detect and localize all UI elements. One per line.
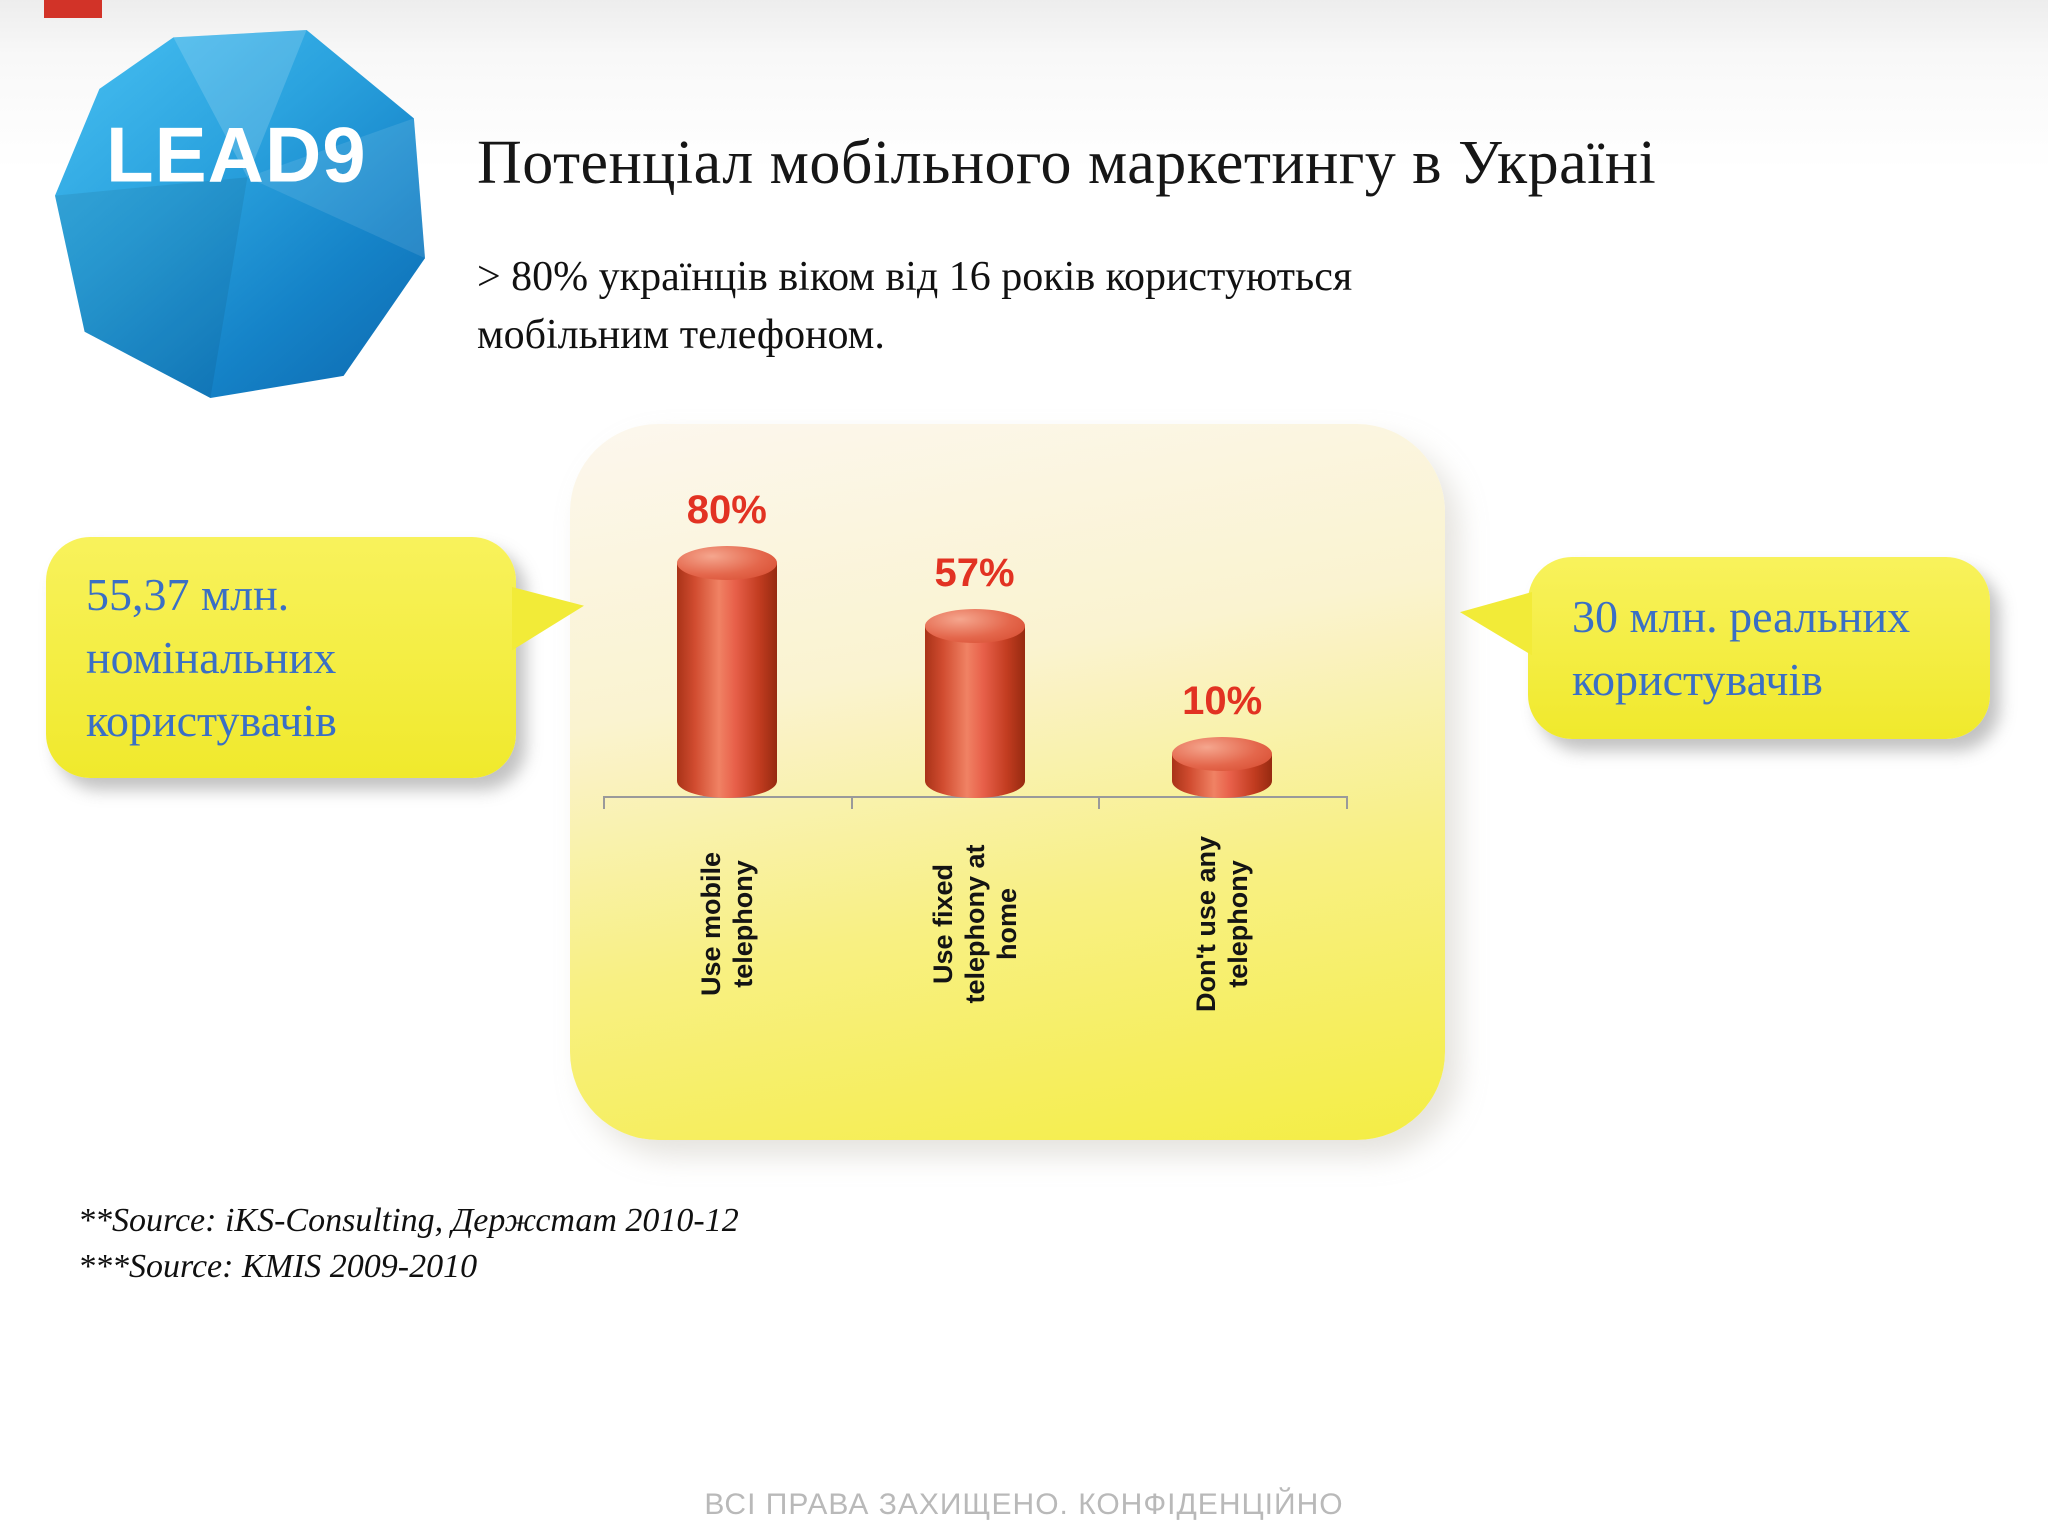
subtitle-line-1: > 80% українців віком від 16 років корис… [477,254,1353,300]
bar-category-label: Use mobile telephony [695,851,758,997]
callout-pointer-icon [1460,592,1532,656]
lead9-logo: LEAD9 [55,30,425,398]
bar-category-label: Don't use any telephony [1191,836,1254,1012]
axis-tick [1346,796,1348,809]
bar-cylinder [676,546,777,798]
bar-value-label: 80% [686,488,767,533]
bar-value-label: 57% [934,550,1015,595]
cylinder-body [676,563,777,798]
cylinder-top [924,608,1025,643]
chart-plot: 80% Use mobile telephony 57% Use fixed tele… [570,424,1445,1140]
axis-tick [850,796,853,809]
bar-category-label: Use fixed telephony at home [927,844,1022,1004]
callout-right-line-2: користувачів [1572,654,1823,705]
cylinder-top [676,546,777,581]
cylinder-top [1172,736,1273,771]
axis-tick [1098,796,1101,809]
bar-value-label: 10% [1182,678,1263,723]
callout-right-line-1: 30 млн. реальних [1572,591,1911,642]
callout-left-line-3: користувачів [86,695,337,746]
cylinder-body [924,625,1025,798]
bar-cylinder [924,608,1025,798]
axis-tick [603,796,605,809]
callout-nominal-users: 55,37 млн. номінальних користувачів [46,537,584,778]
confidentiality-footer: ВСІ ПРАВА ЗАХИЩЕНО. КОНФІДЕНЦІЙНО [704,1488,1344,1521]
slide-title: Потенціал мобільного маркетингу в Україн… [477,129,1657,197]
callout-real-users: 30 млн. реальних користувачів [1460,557,1990,739]
callout-left-line-2: номінальних [86,632,337,683]
logo-text: LEAD9 [105,110,367,199]
bar-cylinder [1172,736,1273,798]
source-line-2: ***Source: KMIS 2009-2010 [78,1248,478,1285]
sources-block: **Source: iKS-Consulting, Держстат 2010-… [78,1198,739,1290]
corner-red-mark [44,0,102,18]
subtitle-line-2: мобільним телефоном. [477,312,885,358]
slide-subtitle: > 80% українців віком від 16 років корис… [477,248,1777,364]
chart-container: 80% Use mobile telephony 57% Use fixed tele… [570,424,1445,1140]
source-line-1: **Source: iKS-Consulting, Держстат 2010-… [78,1202,739,1239]
logo-gem-shape [55,30,425,398]
callout-left-line-1: 55,37 млн. [86,569,290,620]
